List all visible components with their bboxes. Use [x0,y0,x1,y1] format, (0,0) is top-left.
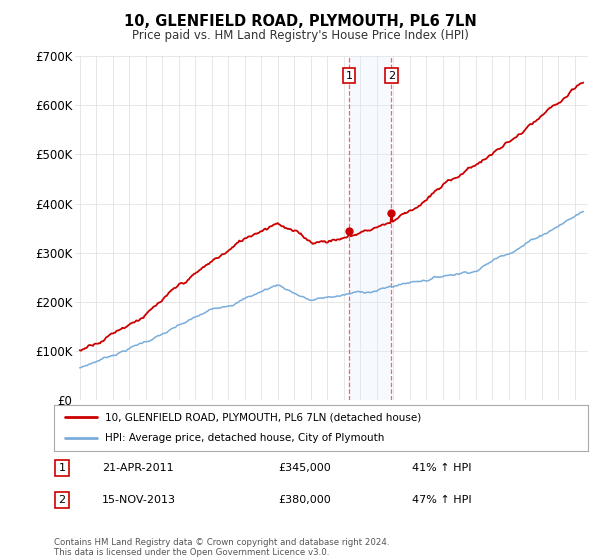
Text: 41% ↑ HPI: 41% ↑ HPI [412,463,471,473]
Text: 47% ↑ HPI: 47% ↑ HPI [412,495,472,505]
Text: £380,000: £380,000 [278,495,331,505]
Text: Contains HM Land Registry data © Crown copyright and database right 2024.
This d: Contains HM Land Registry data © Crown c… [54,538,389,557]
Text: 10, GLENFIELD ROAD, PLYMOUTH, PL6 7LN (detached house): 10, GLENFIELD ROAD, PLYMOUTH, PL6 7LN (d… [105,412,421,422]
Bar [349,56,391,400]
Text: £345,000: £345,000 [278,463,331,473]
Text: 2: 2 [388,71,395,81]
Text: 15-NOV-2013: 15-NOV-2013 [102,495,176,505]
Text: Price paid vs. HM Land Registry's House Price Index (HPI): Price paid vs. HM Land Registry's House … [131,29,469,42]
Text: 2: 2 [58,495,65,505]
Text: 21-APR-2011: 21-APR-2011 [102,463,173,473]
Text: HPI: Average price, detached house, City of Plymouth: HPI: Average price, detached house, City… [105,433,384,444]
Text: 10, GLENFIELD ROAD, PLYMOUTH, PL6 7LN: 10, GLENFIELD ROAD, PLYMOUTH, PL6 7LN [124,14,476,29]
Text: 1: 1 [59,463,65,473]
Text: 1: 1 [346,71,352,81]
